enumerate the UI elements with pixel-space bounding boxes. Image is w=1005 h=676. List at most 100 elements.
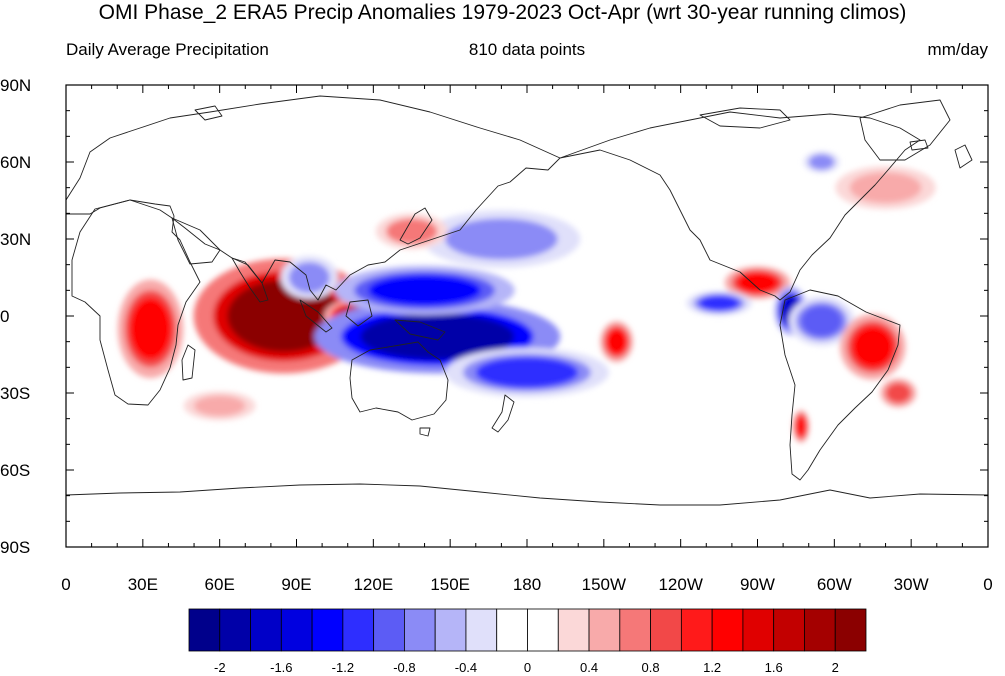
anomaly-blob: [130, 298, 172, 360]
colorbar-swatch: [404, 608, 436, 652]
colorbar-label: 0.4: [580, 660, 598, 675]
lat-label: 30S: [0, 384, 30, 403]
coastline-antarctica: [66, 483, 988, 506]
anomaly-blob: [368, 274, 481, 306]
lat-label: 60S: [0, 461, 30, 480]
lat-label: 30N: [0, 230, 31, 249]
colorbar-label: -1.2: [332, 660, 354, 675]
coastline-iceland: [909, 139, 929, 151]
coastlines: [66, 95, 988, 506]
colorbar-swatch: [496, 608, 528, 652]
colorbar-swatch: [188, 608, 221, 652]
colorbar-swatch: [650, 608, 682, 652]
colorbar-swatch: [680, 608, 713, 652]
lon-label: 150W: [582, 575, 626, 594]
colorbar-label: 1.2: [703, 660, 721, 675]
colorbar-swatch: [342, 608, 375, 652]
precip-anomaly-field: [117, 151, 936, 443]
colorbar-swatch: [804, 608, 836, 652]
colorbar-swatch: [619, 608, 651, 652]
colorbar-swatch: [373, 608, 405, 652]
lon-label: 90E: [281, 575, 311, 594]
subtitle-left: Daily Average Precipitation: [66, 40, 269, 59]
lon-label: 0: [983, 575, 992, 594]
anomaly-blob: [606, 328, 627, 355]
lon-label: 30E: [128, 575, 158, 594]
anomaly-blob: [386, 218, 438, 245]
colorbar-swatch: [834, 608, 867, 652]
colorbar-label: -0.4: [455, 660, 477, 675]
colorbar-swatch: [434, 608, 467, 652]
colorbar-swatch: [773, 608, 805, 652]
colorbar-label: 0.8: [642, 660, 660, 675]
coastline-arctic-islands: [699, 107, 791, 129]
lat-label: 0: [0, 307, 9, 326]
lat-label: 60N: [0, 153, 31, 172]
colorbar-swatch: [280, 608, 313, 652]
colorbar: -2 -1.6 -1.2 -0.8 -0.4 0 0.4 0.8 1.2 1.6 2: [188, 608, 867, 675]
coastline-north-america: [559, 111, 921, 301]
anomaly-blob: [852, 326, 894, 368]
coastline-india: [231, 257, 269, 303]
coastline-madagascar: [181, 344, 196, 381]
anomaly-blob: [698, 295, 740, 311]
colorbar-swatch: [588, 608, 621, 652]
lon-label: 150E: [430, 575, 470, 594]
coastline-africa: [71, 199, 201, 406]
coastline-newguinea: [394, 319, 446, 341]
colorbar-swatch: [557, 608, 590, 652]
longitude-axis: 0 30E 60E 90E 120E 150E 180 150W 120W 90W 60W 30W 0: [61, 575, 992, 594]
lat-label: 90S: [0, 538, 30, 557]
coastline-svalbard: [194, 105, 223, 121]
anomaly-blob: [849, 172, 922, 204]
anomaly-blob: [795, 416, 807, 437]
anomaly-blob: [194, 395, 246, 417]
anomaly-blob: [475, 357, 579, 388]
lon-label: 30W: [894, 575, 929, 594]
map-frame: [66, 85, 988, 547]
colorbar-swatch: [311, 608, 344, 652]
colorbar-label: 2: [832, 660, 839, 675]
colorbar-swatch: [742, 608, 775, 652]
coastline-british-isles: [954, 144, 973, 169]
colorbar-swatch: [250, 608, 282, 652]
coastline-australia: [349, 341, 449, 421]
anomaly-blob: [360, 313, 515, 360]
coastline-eurasia: [66, 95, 561, 301]
colorbar-label: 1.6: [765, 660, 783, 675]
anomaly-blob: [445, 218, 558, 260]
lat-label: 90N: [0, 76, 31, 95]
lon-label: 90W: [740, 575, 775, 594]
lon-label: 0: [61, 575, 70, 594]
anomaly-blob: [737, 272, 778, 293]
colorbar-swatch: [711, 608, 744, 652]
latitude-axis: 90N 60N 30N 0 30S 60S 90S: [0, 76, 31, 557]
lon-label: 60W: [817, 575, 852, 594]
coastline-borneo: [345, 299, 373, 327]
coastline-newzealand: [491, 394, 515, 433]
anomaly-blob: [801, 305, 843, 337]
subtitle-right: mm/day: [927, 40, 988, 59]
colorbar-label: 0: [524, 660, 531, 675]
lon-label: 120W: [658, 575, 702, 594]
anomaly-blob: [885, 382, 912, 404]
colorbar-label: -2: [214, 660, 226, 675]
axis-ticks: [65, 84, 989, 548]
anomaly-blob: [808, 154, 835, 170]
coastline-tasmania: [419, 427, 431, 437]
colorbar-label: -0.8: [393, 660, 415, 675]
lon-label: 120E: [353, 575, 393, 594]
colorbar-swatch: [527, 608, 559, 652]
colorbar-label: -1.6: [270, 660, 292, 675]
colorbar-swatch: [465, 608, 498, 652]
coastline-arabia: [171, 217, 221, 265]
coastline-greenland: [859, 99, 951, 161]
coastline-sumatra: [299, 299, 333, 333]
lon-label: 60E: [205, 575, 235, 594]
figure-title: OMI Phase_2 ERA5 Precip Anomalies 1979-2…: [98, 1, 907, 24]
coastline-japan: [399, 207, 433, 245]
subtitle-center: 810 data points: [468, 40, 586, 59]
coastline-south-america: [779, 289, 901, 481]
colorbar-swatch: [219, 608, 251, 652]
